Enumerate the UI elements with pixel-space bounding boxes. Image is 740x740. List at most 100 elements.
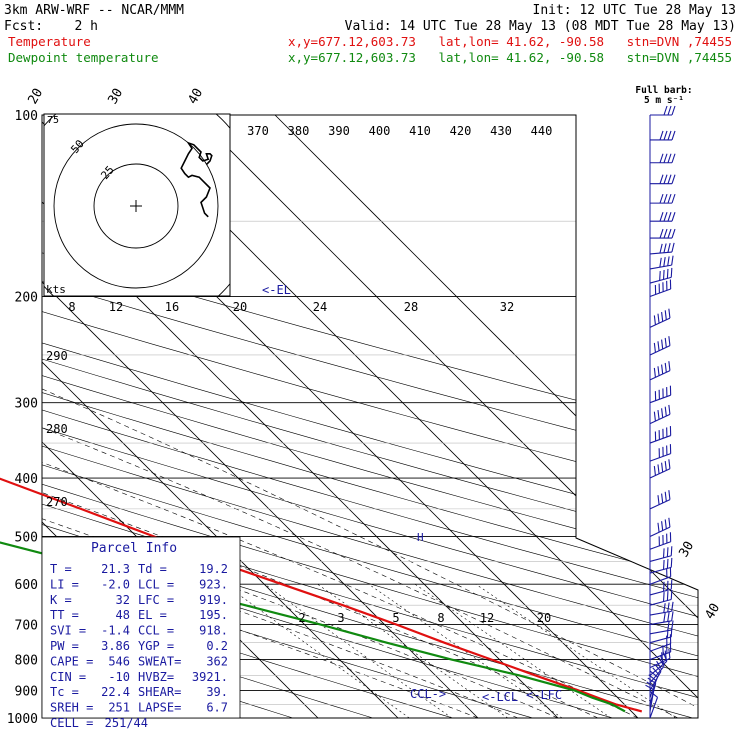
wind-barb-shaft: [649, 435, 671, 444]
parcel-info-value: 6.7: [206, 701, 228, 715]
hodo-speed-label: 12: [109, 300, 123, 314]
legend-temperature: Temperature: [8, 34, 91, 49]
lfc-annotation: <-LFC: [526, 688, 562, 702]
parcel-info-key: SWEAT=: [138, 654, 181, 668]
hodo-speed-label: 32: [500, 300, 514, 314]
wind-barb-flag: [667, 256, 670, 266]
parcel-info-value: 918.: [199, 624, 228, 638]
wind-barb-shaft: [649, 288, 671, 298]
wind-barb-shaft: [649, 665, 665, 684]
dry-adiabat: [42, 127, 698, 718]
pressure-tick-label: 900: [15, 684, 38, 699]
wind-barb-flag: [671, 193, 676, 204]
wind-barb: [649, 267, 673, 284]
wind-barb-flag: [653, 315, 656, 325]
pressure-tick-label: 600: [15, 578, 38, 593]
parcel-info-key: Tc =: [50, 685, 79, 699]
wind-barb-shaft: [649, 264, 672, 270]
wind-barb-flag: [662, 269, 665, 280]
wind-barb-flag: [645, 684, 655, 691]
wind-barb: [649, 517, 671, 537]
wind-barb-flag: [656, 660, 663, 670]
parcel-info-key: LAPSE=: [138, 701, 181, 715]
wind-barb-flag: [670, 589, 673, 600]
pressure-tick-label: 500: [15, 530, 38, 545]
theta-e-label: 390: [328, 124, 350, 138]
wind-barb-flag: [664, 362, 667, 373]
full-barb-label: Full barb:: [635, 85, 692, 96]
parcel-info-key: Td =: [138, 562, 167, 576]
mixing-ratio-label: 2: [298, 611, 305, 625]
wind-barb-flag: [666, 580, 669, 591]
mixing-ratio-label: 5: [392, 611, 399, 625]
wind-barb-flag: [659, 243, 663, 254]
parcel-info-value: 3921.: [192, 670, 228, 684]
parcel-info-key: HVBZ=: [138, 670, 174, 684]
wind-barb-flag: [667, 153, 672, 163]
parcel-info-value: 195.: [199, 608, 228, 622]
wind-barb-flag: [666, 547, 669, 557]
wind-barb-flag: [663, 174, 668, 184]
wind-barb-flag: [663, 257, 666, 267]
wind-barb-flag: [663, 612, 666, 623]
hodo-speed-label: 24: [313, 300, 327, 314]
wind-barb-flag: [668, 361, 671, 371]
wind-barb-flag: [668, 490, 671, 500]
parcel-info-value: -1.4: [101, 624, 130, 638]
parcel-info-value: 3.86: [101, 639, 130, 653]
parcel-info-value: -10: [108, 670, 130, 684]
wind-barb-flag: [662, 559, 665, 570]
pressure-tick-label: 1000: [7, 712, 38, 727]
wind-barb-flag: [657, 341, 660, 351]
wind-barb-flag: [653, 466, 656, 476]
wind-barb-flag: [661, 462, 664, 473]
wind-barb: [650, 228, 676, 239]
dry-adiabat: [42, 127, 698, 718]
wind-barb: [650, 212, 676, 222]
hodograph-frame: [43, 113, 231, 297]
parcel-info-key: SREH =: [50, 701, 93, 715]
parcel-info-key: CCL =: [138, 624, 174, 638]
isotherm-label: 40: [185, 86, 206, 107]
wind-barb-flag: [667, 212, 672, 222]
dry-adiabat: [42, 127, 698, 718]
temperature-line: [0, 477, 643, 713]
wind-barb-shaft: [649, 251, 672, 255]
wind-barb-flag: [671, 620, 674, 631]
parcel-info-value: 48: [116, 608, 130, 622]
wind-barb: [649, 601, 674, 616]
dry-adiabat: [42, 127, 698, 718]
wind-barb-flag: [659, 270, 661, 281]
dry-adiabat: [42, 127, 698, 718]
pressure-tick-label: 400: [15, 472, 38, 487]
wind-barb-shaft: [649, 598, 672, 606]
wind-barb-flag: [659, 130, 664, 141]
wind-barb-flag: [667, 193, 672, 204]
hodograph-ring-label: 75: [47, 115, 59, 126]
wind-barb-flag: [668, 404, 671, 415]
parcel-info-key: T =: [50, 562, 72, 576]
wind-barb-flag: [670, 557, 673, 568]
wind-barb-flag: [667, 612, 670, 622]
full-barb-unit: 5 m s⁻¹: [644, 95, 684, 106]
wind-barb-flag: [659, 193, 664, 204]
wind-barb-flag: [659, 228, 664, 239]
dry-adiabat: [42, 127, 698, 718]
mixing-ratio-label: 3: [337, 611, 344, 625]
wind-barb-flag: [671, 255, 674, 266]
wind-barb-flag: [666, 558, 669, 569]
parcel-info-key: PW =: [50, 639, 79, 653]
init-time: Init: 12 UTC Tue 28 May 13: [533, 3, 737, 18]
wind-barb-flag: [671, 228, 676, 239]
wind-barb-flag: [667, 228, 672, 239]
mixing-ratio-label: 20: [537, 611, 551, 625]
wind-barb: [650, 193, 676, 204]
wind-barb-flag: [671, 601, 674, 612]
isotherm-label: 30: [676, 539, 697, 560]
moist-adiabat: [42, 296, 698, 718]
parcel-info-key: CIN =: [50, 670, 86, 684]
dry-adiabat: [42, 127, 698, 718]
wind-barb-flag: [653, 367, 656, 378]
parcel-info-value: 19.2: [199, 562, 228, 576]
